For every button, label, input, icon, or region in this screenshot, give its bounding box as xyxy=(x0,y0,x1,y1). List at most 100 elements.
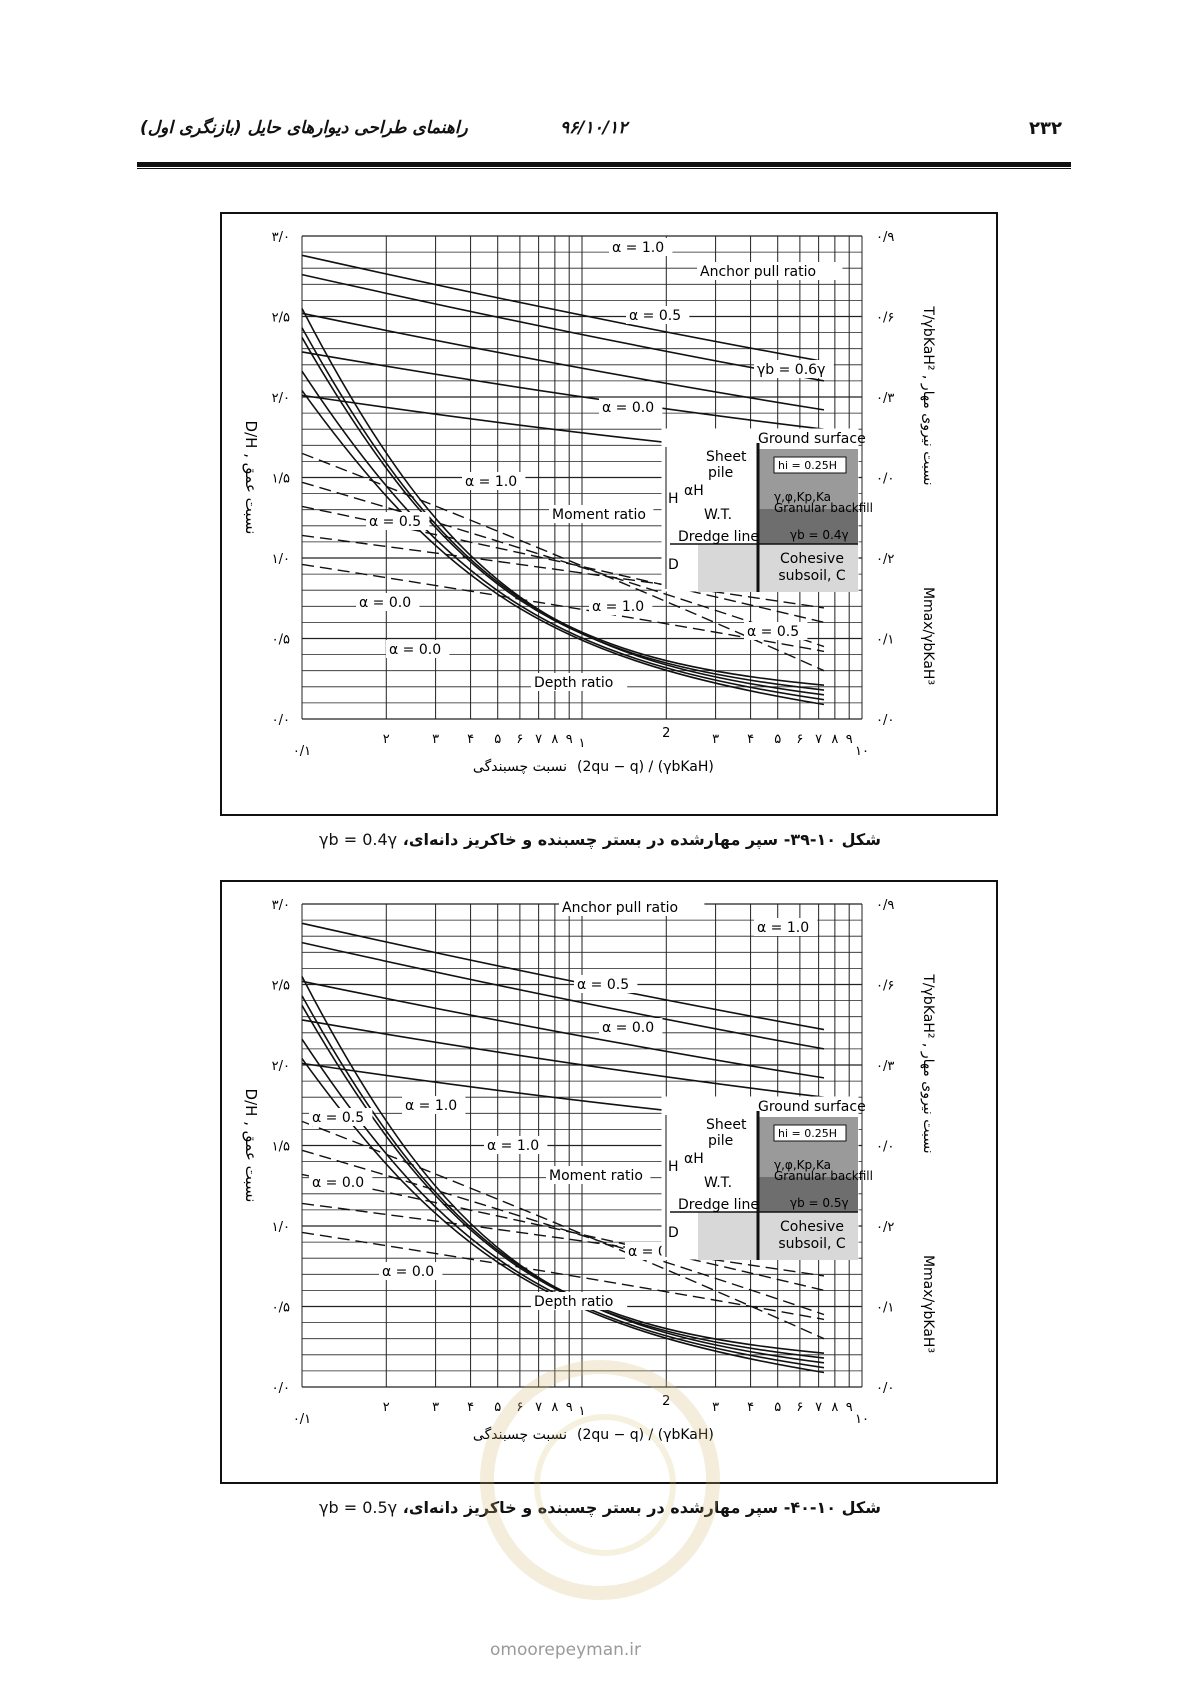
right-axis-label-bottom: Mmax/γbKaH³ xyxy=(920,587,936,685)
left-axis-tick-label: ۱/۵ xyxy=(272,472,290,487)
depth-ratio-curve xyxy=(301,1005,825,1359)
left-axis-tick-label: ۰/۰ xyxy=(272,1381,290,1396)
moment-ratio-curve xyxy=(301,1173,825,1292)
right-axis-tick-label: ۰/۰ xyxy=(876,1381,894,1396)
moment-ratio-label: Moment ratio xyxy=(552,507,646,523)
x-axis-tick-label: ۵ xyxy=(494,732,501,747)
cohesive-left-fill xyxy=(698,544,758,592)
right-axis-tick-label: ۰/۹ xyxy=(876,230,894,245)
alpha-1-label: α = 1.0 xyxy=(612,240,664,256)
alpha-00-label-bg xyxy=(599,1018,663,1036)
x-axis-tick-label: ۸ xyxy=(551,732,558,747)
left-axis-tick-label: ۳/۰ xyxy=(272,230,290,245)
moment-ratio-curve xyxy=(301,1149,825,1316)
chart-svg: ۳/۰ ۲/۵ ۲/۰ ۱/۵ ۱/۰ ۰/۵ ۰/۰ ۰/۹ ۰/۶ ۰/۳ ۰/۰ ۰/۲ ۰/۱ ۰… xyxy=(242,898,936,1443)
x-axis-tick-label: ۴ xyxy=(747,732,754,747)
x-axis-tick-label: ۳ xyxy=(712,732,719,747)
alpha-1-label-bg xyxy=(462,472,526,490)
right-axis-label-top: T/γbKaH² , نسبت نیروی مهار xyxy=(920,973,936,1153)
anchor-pull-label: Anchor pull ratio xyxy=(562,900,678,916)
depth-ratio-label: Depth ratio xyxy=(534,1294,613,1310)
right-axis-tick-label: ۰/۳ xyxy=(876,391,894,406)
x-axis-tick-label: ۱۰ xyxy=(855,1412,869,1427)
depth-ratio-curve xyxy=(301,390,825,706)
granular-backfill-label: Granular backfill xyxy=(774,1169,873,1183)
x-axis-tick-label: ۸ xyxy=(831,1400,838,1415)
x-axis-tick-label: ۳ xyxy=(712,1400,719,1415)
right-axis-tick-label: ۰/۹ xyxy=(876,898,894,913)
x-axis-tick-label: ۹ xyxy=(846,1400,853,1415)
figure-2-caption-formula: γb = 0.5γ xyxy=(319,1498,398,1517)
alpha-00-label: α = 0.0 xyxy=(312,1175,364,1191)
alpha-1-label-bg xyxy=(589,597,653,615)
figure-1: ۳/۰ ۲/۵ ۲/۰ ۱/۵ ۱/۰ ۰/۵ ۰/۰ ۰/۹ ۰/۶ ۰/۳ ۰/۰ ۰/۲ ۰/۱ ۰… xyxy=(220,212,998,816)
anchor-pull-curve xyxy=(301,941,825,1050)
anchor-pull-curve xyxy=(301,922,825,1031)
dredge-line-label: Dredge line xyxy=(678,1197,759,1213)
depth-ratio-curve xyxy=(301,308,825,696)
right-axis-tick-label: ۰/۶ xyxy=(876,311,894,326)
x-axis-tick-label: ۳ xyxy=(432,1400,439,1415)
gamma-b-label: γb = 0.5γ xyxy=(790,1196,849,1210)
h-label: H xyxy=(668,1159,679,1175)
x-axis-tick-label: ۴ xyxy=(467,1400,474,1415)
x-axis-label-formula: (2qu − q) / (γbKaH) xyxy=(577,759,714,775)
cohesive-left-fill xyxy=(698,1212,758,1260)
hi-box xyxy=(773,456,847,474)
x-axis-tick-label: ۸ xyxy=(831,732,838,747)
left-axis-tick-label: ۰/۵ xyxy=(272,633,290,648)
alpha-1-label: α = 1.0 xyxy=(487,1138,539,1154)
gamma-b-label: γb = 0.4γ xyxy=(790,528,849,542)
chart-svg: ۳/۰ ۲/۵ ۲/۰ ۱/۵ ۱/۰ ۰/۵ ۰/۰ ۰/۹ ۰/۶ ۰/۳ ۰/۰ ۰/۲ ۰/۱ ۰… xyxy=(242,230,936,775)
cohesive-fill xyxy=(758,1212,858,1260)
alpha-05-label-bg xyxy=(309,1108,373,1126)
anchor-pull-curve xyxy=(301,980,825,1079)
left-axis-tick-label: ۰/۰ xyxy=(272,713,290,728)
left-axis-tick-label: ۱/۰ xyxy=(272,552,290,567)
figure-1-caption-text: شکل ۱۰-۳۹- سپر مهارشده در بستر چسبنده و … xyxy=(402,830,881,849)
x-axis-tick-label: 2 xyxy=(662,726,670,741)
alpha-00-label-bg xyxy=(356,593,420,611)
x-axis-tick-label: ۹ xyxy=(566,732,573,747)
moment-ratio-curve xyxy=(301,1231,825,1321)
subsoil-label: subsoil, C xyxy=(778,568,846,584)
x-axis-tick-label: ۶ xyxy=(516,732,523,747)
x-axis-tick-label: ۲ xyxy=(383,732,390,747)
depth-ratio-curve xyxy=(301,976,825,1364)
depth-ratio-label: Depth ratio xyxy=(534,675,613,691)
alpha-05-label: α = 0.5 xyxy=(747,624,799,640)
moment-ratio-curve xyxy=(301,534,825,609)
left-axis-label: D/H , نسبت عمق xyxy=(242,421,260,535)
alpha-05-label: α = 0.5 xyxy=(629,308,681,324)
anchor-pull-label: Anchor pull ratio xyxy=(700,264,816,280)
alpha-00-label-bg xyxy=(379,1262,443,1280)
left-axis-tick-label: ۳/۰ xyxy=(272,898,290,913)
moment-ratio-curve xyxy=(301,1120,825,1340)
depth-ratio-label-bg xyxy=(531,1292,628,1310)
header-rule xyxy=(137,162,1071,167)
anchor-pull-curve xyxy=(301,254,825,363)
ground-surface-label: Ground surface xyxy=(758,431,866,447)
x-axis-tick-label: ۷ xyxy=(815,1400,822,1415)
water-fill xyxy=(758,1177,858,1212)
left-axis-tick-label: ۲/۵ xyxy=(272,311,290,326)
depth-ratio-curve xyxy=(301,370,825,701)
alpha-1-label: α = 1.0 xyxy=(592,599,644,615)
x-axis-tick-label: ۷ xyxy=(535,732,542,747)
left-axis-tick-label: ۱/۰ xyxy=(272,1220,290,1235)
gamma-label: γb = 0.6γ xyxy=(757,362,825,378)
x-axis-tick-label: ۵ xyxy=(774,732,781,747)
dredge-line-label: Dredge line xyxy=(678,529,759,545)
x-axis-tick-label: ۰/۱ xyxy=(293,744,311,759)
right-axis-tick-label: ۰/۶ xyxy=(876,979,894,994)
left-axis-label: D/H , نسبت عمق xyxy=(242,1089,260,1203)
subsoil-label: subsoil, C xyxy=(778,1236,846,1252)
alpha-1-label-bg xyxy=(754,918,818,936)
alpha-00-label-bg xyxy=(386,640,450,658)
x-axis-tick-label: ۷ xyxy=(815,732,822,747)
granular-backfill-label: Granular backfill xyxy=(774,501,873,515)
hi-label: hi = 0.25H xyxy=(778,459,837,472)
alpha-00-label: α = 0.0 xyxy=(602,1020,654,1036)
figure-1-caption-formula: γb = 0.4γ xyxy=(319,830,398,849)
left-axis-tick-label: ۲/۰ xyxy=(272,391,290,406)
